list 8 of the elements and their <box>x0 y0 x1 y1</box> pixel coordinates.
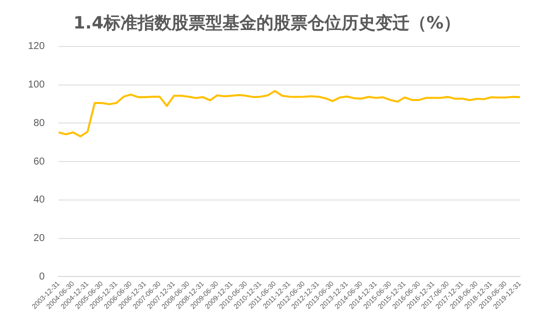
y-tick-label: 0 <box>39 271 46 282</box>
y-tick-label: 80 <box>34 118 46 129</box>
y-tick-label: 40 <box>34 194 46 206</box>
chart-title: 1.4标准指数股票型基金的股票仓位历史变迁（%） <box>73 14 461 34</box>
y-tick-label: 100 <box>28 80 46 91</box>
y-tick-label: 120 <box>28 41 46 52</box>
y-tick-label: 60 <box>34 156 46 168</box>
y-tick-label: 20 <box>34 233 46 244</box>
